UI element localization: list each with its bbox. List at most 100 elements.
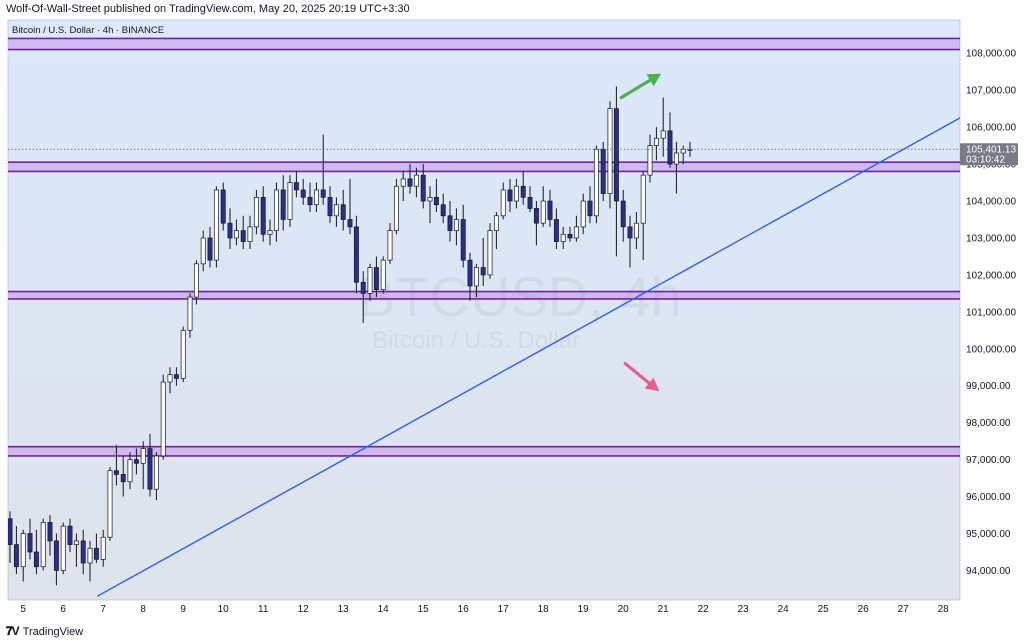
candle-body-14	[100, 536, 106, 560]
time-tick-21: 26	[858, 604, 870, 615]
candle-body-54	[367, 267, 373, 294]
candle-body-97	[653, 137, 659, 146]
candle-body-101	[680, 148, 686, 154]
candle-body-2	[20, 533, 26, 568]
price-tick-5: 99,000.00	[966, 381, 1011, 392]
arrow-shaft-down	[623, 361, 651, 385]
price-axis[interactable]: 94,000.00 95,000.00 96,000.00 97,000.00 98,0…	[966, 49, 1016, 577]
drawings-layer	[8, 73, 960, 597]
candle-body-48	[327, 196, 333, 217]
price-tick-4: 98,000.00	[966, 418, 1011, 429]
arrow-shaft-up	[619, 78, 652, 100]
time-tick-5: 10	[218, 604, 230, 615]
time-tick-14: 19	[578, 604, 590, 615]
price-tick-3: 97,000.00	[966, 455, 1011, 466]
candle-body-45	[307, 196, 313, 206]
price-tick-12: 106,000.00	[966, 123, 1016, 134]
time-tick-20: 25	[818, 604, 830, 615]
candle-body-62	[420, 174, 426, 202]
candle-body-32	[220, 189, 226, 224]
candle-body-7	[53, 540, 59, 571]
watermark-symbol: BTCUSD, 4h	[358, 265, 682, 328]
candle-body-1	[13, 544, 19, 568]
price-tick-7: 101,000.00	[966, 307, 1016, 318]
time-axis[interactable]: 5 6 7 8 9 10 11 12 13 14 15 16 17 18 19 20 21 22 23 24 25 26 2…	[20, 604, 949, 615]
candle-body-50	[340, 204, 346, 220]
candle-body-59	[400, 178, 406, 187]
last-price-marker: 105,401.13 03:10:42	[960, 143, 1018, 166]
candle-body-68	[460, 219, 466, 261]
candle-body-38	[260, 196, 266, 235]
candle-body-82	[553, 219, 559, 243]
candle-body-72	[487, 230, 493, 276]
candle-body-51	[347, 219, 353, 228]
candle-body-10	[73, 540, 79, 545]
candle-body-80	[540, 200, 546, 224]
candle-body-65	[440, 204, 446, 217]
time-tick-16: 21	[658, 604, 670, 615]
candle-body-49	[333, 204, 339, 217]
time-tick-10: 15	[418, 604, 430, 615]
last-price-countdown: 03:10:42	[966, 154, 1005, 165]
candle-body-22	[153, 455, 159, 490]
candle-body-30	[207, 237, 213, 261]
candle-body-31	[213, 189, 219, 261]
candle-body-35	[240, 230, 246, 243]
candle-body-70	[473, 267, 479, 287]
candle-body-3	[27, 533, 33, 553]
footer: 𝟕V TradingView	[6, 624, 83, 639]
time-tick-13: 18	[538, 604, 550, 615]
candle-body-74	[500, 189, 506, 217]
candle-body-93	[627, 226, 633, 239]
candle-body-28	[193, 263, 199, 298]
candle-body-27	[187, 296, 193, 331]
candle-body-24	[167, 374, 173, 383]
candle-body-57	[387, 230, 393, 261]
candle-body-78	[527, 196, 533, 209]
symbol-legend[interactable]: Bitcoin / U.S. Dollar · 4h · BINANCE	[12, 25, 164, 36]
candle-body-25	[173, 374, 179, 379]
candle-body-33	[227, 222, 233, 239]
candle-body-99	[667, 130, 673, 165]
candle-body-41	[280, 189, 286, 220]
candle-body-9	[67, 525, 73, 545]
candle-body-12	[87, 547, 93, 564]
arrow-head-down	[644, 377, 660, 392]
candle-body-21	[147, 448, 153, 490]
candle-body-69	[467, 259, 473, 287]
candle-body-13	[93, 547, 99, 560]
candle-body-95	[640, 174, 646, 224]
time-tick-3: 8	[140, 604, 146, 615]
time-tick-1: 6	[60, 604, 66, 615]
candle-body-39	[267, 230, 273, 235]
zone-1	[8, 162, 960, 172]
time-tick-22: 27	[898, 604, 910, 615]
candle-body-58	[393, 185, 399, 231]
candle-body-8	[60, 525, 66, 571]
price-tick-2: 96,000.00	[966, 492, 1011, 503]
candle-body-0	[8, 518, 13, 545]
candle-body-16	[113, 470, 119, 475]
candle-body-88	[593, 148, 599, 217]
candle-body-90	[607, 108, 613, 194]
candle-body-66	[447, 215, 453, 231]
candle-body-92	[620, 200, 626, 228]
trendline	[96, 117, 960, 597]
candle-body-15	[107, 470, 113, 538]
time-tick-17: 22	[698, 604, 710, 615]
price-tick-13: 107,000.00	[966, 86, 1016, 97]
footer-brand: TradingView	[22, 625, 84, 638]
candle-body-102	[687, 148, 693, 151]
candle-body-81	[547, 200, 553, 220]
price-tick-9: 103,000.00	[966, 233, 1016, 244]
candle-body-76	[513, 185, 519, 202]
candle-body-100	[673, 152, 679, 165]
candle-body-4	[33, 551, 39, 568]
time-tick-23: 28	[938, 604, 950, 615]
time-tick-6: 11	[258, 604, 269, 615]
candle-body-87	[587, 200, 593, 217]
candle-body-64	[433, 196, 439, 206]
arrow-head-up	[646, 73, 662, 87]
zone-3	[8, 446, 960, 456]
